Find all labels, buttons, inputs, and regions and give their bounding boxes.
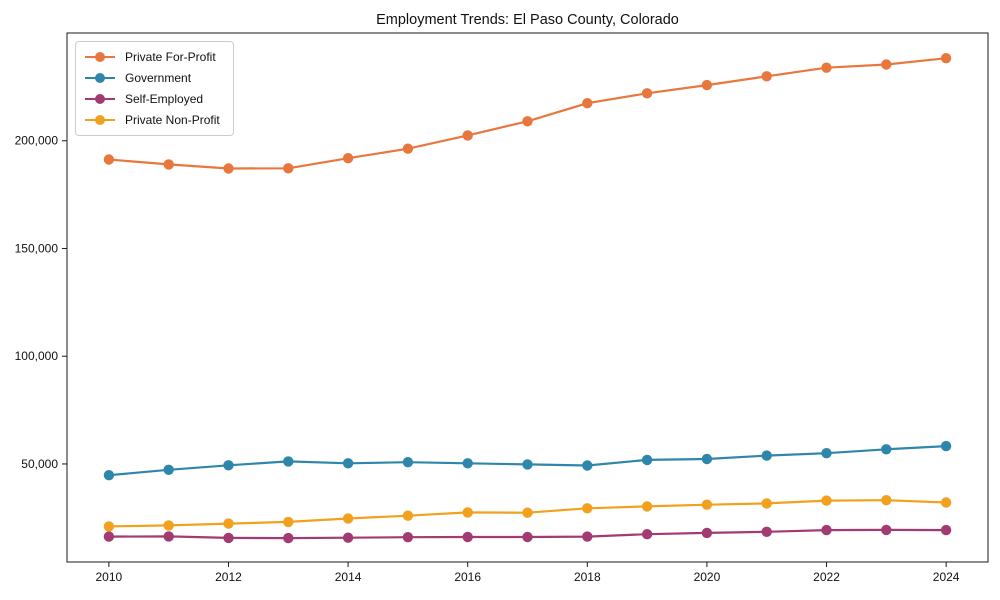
data-point-self-employed (582, 531, 593, 542)
legend-line-dot-icon (85, 91, 115, 107)
legend-line-dot-icon (85, 70, 115, 86)
data-point-private-for-profit (163, 159, 174, 170)
legend-entry-private-for-profit: Private For-Profit (85, 49, 220, 65)
legend-label-private-non-profit: Private Non-Profit (125, 113, 220, 127)
data-point-self-employed (103, 531, 115, 542)
data-point-government (402, 457, 414, 468)
data-point-private-for-profit (283, 163, 294, 174)
data-point-private-non-profit (522, 507, 533, 518)
x-axis-tick-label: 2022 (813, 570, 840, 584)
data-point-government (522, 459, 533, 470)
data-point-private-for-profit (342, 153, 354, 164)
data-point-private-non-profit (342, 513, 354, 524)
data-point-self-employed (223, 532, 234, 544)
data-point-self-employed (881, 524, 892, 536)
x-axis-tick-label: 2010 (96, 570, 123, 584)
y-axis-tick-label: 50,000 (21, 457, 58, 471)
legend-entry-private-non-profit: Private Non-Profit (85, 112, 220, 128)
data-point-self-employed (342, 532, 354, 543)
data-point-self-employed (163, 531, 174, 542)
data-point-government (582, 460, 593, 471)
legend-line-dot-icon (85, 49, 115, 65)
data-point-self-employed (462, 531, 473, 543)
data-point-government (163, 464, 174, 475)
x-axis-tick-label: 2014 (335, 570, 362, 584)
data-point-private-for-profit (103, 154, 115, 165)
data-point-government (283, 456, 294, 467)
data-point-government (103, 470, 115, 481)
data-point-private-non-profit (223, 518, 234, 529)
data-point-private-non-profit (103, 521, 115, 532)
data-point-private-non-profit (283, 516, 294, 528)
legend-label-government: Government (125, 71, 192, 85)
data-point-private-non-profit (701, 499, 713, 510)
y-axis-tick-label: 200,000 (15, 134, 59, 148)
legend-entry-government: Government (85, 70, 220, 86)
data-point-government (641, 454, 653, 466)
data-point-self-employed (940, 524, 952, 536)
data-point-private-non-profit (641, 501, 653, 512)
data-point-self-employed (641, 529, 653, 540)
data-point-private-for-profit (701, 79, 713, 91)
data-point-government (881, 444, 892, 455)
data-point-private-for-profit (462, 130, 473, 141)
data-point-private-non-profit (821, 495, 832, 506)
legend-label-self-employed: Self-Employed (125, 92, 204, 106)
data-point-private-for-profit (940, 53, 952, 64)
plot-frame (66, 32, 989, 563)
x-axis-tick-label: 2018 (574, 570, 601, 584)
y-axis-tick-label: 100,000 (15, 349, 59, 363)
x-axis-tick-label: 2016 (454, 570, 481, 584)
data-point-private-non-profit (881, 495, 892, 506)
legend-line-dot-icon (85, 112, 115, 128)
data-point-private-non-profit (402, 510, 414, 521)
data-point-government (761, 450, 772, 461)
legend: Private For-Profit Government Self-Employe… (75, 41, 234, 136)
x-axis-tick-label: 2024 (933, 570, 960, 584)
data-point-private-for-profit (641, 88, 653, 99)
data-point-government (342, 458, 354, 469)
data-point-government (940, 440, 952, 452)
legend-entry-self-employed: Self-Employed (85, 91, 220, 107)
data-point-self-employed (522, 531, 533, 543)
data-point-self-employed (402, 532, 414, 543)
data-point-self-employed (761, 526, 772, 537)
data-point-government (701, 453, 713, 465)
x-axis-tick-label: 2012 (215, 570, 242, 584)
data-point-private-non-profit (163, 520, 174, 531)
data-point-private-for-profit (761, 71, 772, 82)
data-point-private-for-profit (522, 116, 533, 127)
data-point-private-non-profit (940, 497, 952, 508)
data-point-private-non-profit (462, 507, 473, 518)
data-point-private-for-profit (821, 62, 832, 73)
legend-label-private-for-profit: Private For-Profit (125, 50, 216, 64)
chart-title: Employment Trends: El Paso County, Color… (376, 12, 679, 28)
x-axis-tick-label: 2020 (694, 570, 721, 584)
data-point-self-employed (701, 527, 713, 539)
data-point-private-for-profit (881, 59, 892, 70)
data-point-private-for-profit (223, 163, 234, 174)
data-point-private-for-profit (582, 98, 593, 109)
data-point-private-non-profit (582, 503, 593, 514)
data-point-self-employed (283, 532, 294, 544)
data-point-government (821, 448, 832, 459)
data-point-government (223, 460, 234, 471)
data-point-private-non-profit (761, 498, 772, 509)
data-point-private-for-profit (402, 143, 414, 154)
y-axis-tick-label: 150,000 (15, 241, 59, 255)
data-point-self-employed (821, 524, 832, 536)
series-line-private-for-profit (108, 57, 947, 170)
data-point-government (462, 458, 473, 469)
